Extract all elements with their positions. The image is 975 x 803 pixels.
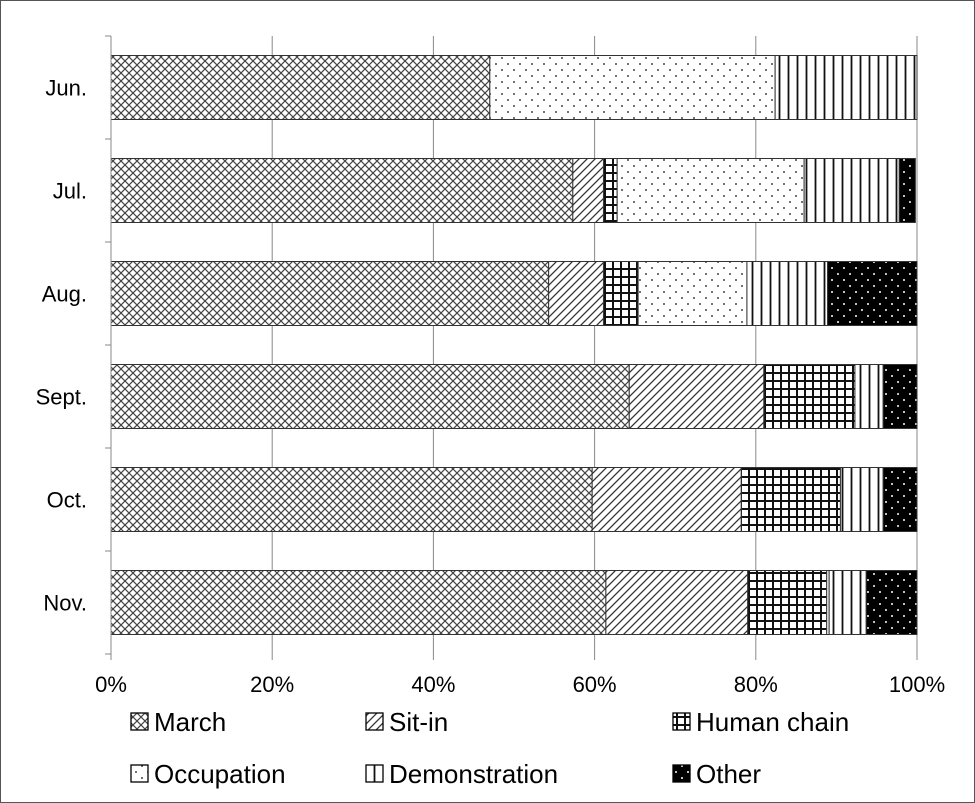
x-tick-label: 0% [95, 672, 127, 697]
bar-segment [747, 570, 828, 635]
legend-label: Demonstration [389, 759, 558, 789]
x-tick-label: 40% [411, 672, 455, 697]
bar-segment [803, 158, 900, 223]
legend-swatch [672, 712, 691, 731]
bar-segment [572, 158, 604, 223]
bar-segment [110, 158, 574, 223]
y-category-label: Aug. [42, 282, 87, 307]
bar-segment [489, 55, 776, 120]
bar-segment [110, 364, 630, 429]
bar-segment [616, 158, 805, 223]
bar-segment [628, 364, 765, 429]
bar-segment [763, 364, 856, 429]
y-category-label: Oct. [47, 488, 87, 513]
bar-segment [605, 570, 749, 635]
bar-segment [110, 261, 550, 326]
axes: 0% 20% 40% 60% 80% 100% Jun. Jul. Aug. Sept. Oct. N… [36, 35, 945, 697]
legend-swatch [130, 712, 149, 731]
bar-segment [898, 158, 916, 223]
x-tick-label: 20% [250, 672, 294, 697]
bar-segment [548, 261, 604, 326]
bar-segment [865, 570, 918, 635]
bar-segment [602, 261, 639, 326]
gridlines [271, 36, 918, 654]
x-tick-label: 100% [889, 672, 945, 697]
bar-segment [110, 570, 607, 635]
bar-segment [854, 364, 884, 429]
x-tick-label: 60% [573, 672, 617, 697]
y-category-label: Nov. [43, 591, 87, 616]
bar-segment [827, 261, 918, 326]
bar-segment [602, 158, 618, 223]
bar-segment [882, 467, 918, 532]
legend-label: Occupation [154, 759, 286, 789]
legend-label: Other [696, 759, 761, 789]
bar-segment [882, 364, 918, 429]
bar-segment [740, 467, 841, 532]
bar-segment [110, 467, 593, 532]
y-category-label: Jun. [45, 76, 87, 101]
legend-label: March [154, 707, 226, 737]
bar-segment [828, 570, 867, 635]
legend: March Sit-in Human chain Occupation Demonstr… [130, 707, 849, 789]
y-category-label: Jul. [53, 179, 87, 204]
bar-segment [774, 55, 918, 120]
legend-swatch [365, 764, 384, 783]
bar-segment [746, 261, 829, 326]
legend-swatch [365, 712, 384, 731]
legend-swatch [130, 764, 149, 783]
bar-segment [110, 55, 491, 120]
x-tick-label: 80% [734, 672, 778, 697]
bars [110, 55, 918, 635]
y-category-label: Sept. [36, 385, 87, 410]
bar-segment [839, 467, 884, 532]
legend-label: Human chain [696, 707, 849, 737]
bar-segment [591, 467, 742, 532]
legend-label: Sit-in [389, 707, 448, 737]
legend-swatch [672, 764, 691, 783]
bar-segment [637, 261, 748, 326]
